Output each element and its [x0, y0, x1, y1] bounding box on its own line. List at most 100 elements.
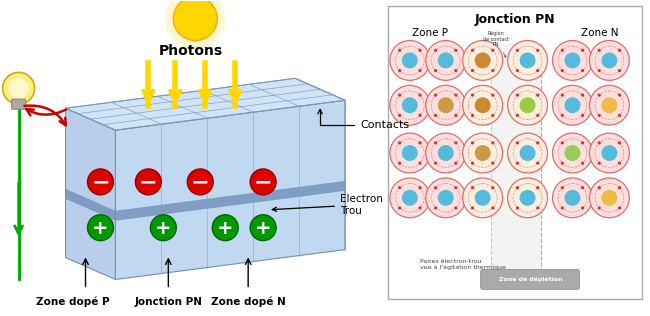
Circle shape — [561, 49, 564, 52]
Circle shape — [601, 97, 618, 113]
Circle shape — [581, 49, 584, 52]
Circle shape — [174, 0, 217, 40]
Polygon shape — [66, 189, 116, 221]
Circle shape — [419, 49, 422, 52]
Circle shape — [474, 52, 491, 68]
Text: Zone de déplétion: Zone de déplétion — [499, 277, 562, 282]
Circle shape — [561, 206, 564, 210]
Circle shape — [454, 186, 458, 189]
Circle shape — [471, 186, 474, 189]
Circle shape — [390, 133, 430, 173]
Circle shape — [552, 40, 592, 80]
Circle shape — [471, 206, 474, 210]
Circle shape — [471, 49, 474, 52]
Circle shape — [419, 186, 422, 189]
Circle shape — [552, 85, 592, 125]
Circle shape — [516, 114, 519, 117]
Circle shape — [402, 190, 418, 206]
Circle shape — [419, 114, 422, 117]
Circle shape — [471, 141, 474, 144]
Text: Electron
Trou: Electron Trou — [272, 194, 383, 216]
Circle shape — [390, 178, 430, 218]
Circle shape — [434, 69, 437, 72]
Circle shape — [419, 69, 422, 72]
Circle shape — [561, 69, 564, 72]
Circle shape — [398, 206, 401, 210]
Circle shape — [454, 114, 458, 117]
Circle shape — [491, 94, 495, 97]
Circle shape — [426, 85, 465, 125]
Polygon shape — [116, 100, 345, 279]
Circle shape — [519, 145, 536, 161]
Circle shape — [618, 114, 621, 117]
FancyBboxPatch shape — [480, 270, 579, 289]
Circle shape — [536, 114, 540, 117]
Circle shape — [491, 141, 495, 144]
Circle shape — [454, 161, 458, 165]
Circle shape — [437, 52, 454, 68]
FancyBboxPatch shape — [12, 99, 25, 109]
Circle shape — [590, 133, 629, 173]
Polygon shape — [66, 108, 116, 279]
Circle shape — [597, 206, 601, 210]
Circle shape — [516, 49, 519, 52]
Text: Paires électron-trou
vue à l'agitation thermique: Paires électron-trou vue à l'agitation t… — [420, 259, 506, 270]
Circle shape — [564, 52, 580, 68]
Circle shape — [434, 114, 437, 117]
Circle shape — [597, 49, 601, 52]
Circle shape — [618, 94, 621, 97]
Circle shape — [165, 0, 225, 48]
Text: Jonction PN: Jonction PN — [474, 13, 555, 26]
Circle shape — [463, 133, 502, 173]
Circle shape — [419, 141, 422, 144]
Polygon shape — [116, 181, 345, 221]
Circle shape — [491, 161, 495, 165]
Circle shape — [561, 186, 564, 189]
Circle shape — [536, 141, 540, 144]
Circle shape — [471, 69, 474, 72]
Circle shape — [581, 141, 584, 144]
Text: Zone P: Zone P — [412, 27, 448, 38]
Text: −: − — [91, 173, 110, 193]
Circle shape — [471, 114, 474, 117]
Circle shape — [474, 97, 491, 113]
Circle shape — [561, 141, 564, 144]
Circle shape — [398, 186, 401, 189]
Circle shape — [581, 161, 584, 165]
Circle shape — [601, 145, 618, 161]
Circle shape — [150, 215, 176, 241]
Circle shape — [516, 161, 519, 165]
Circle shape — [581, 69, 584, 72]
Circle shape — [536, 49, 540, 52]
Circle shape — [454, 49, 458, 52]
Circle shape — [516, 94, 519, 97]
Circle shape — [491, 186, 495, 189]
Circle shape — [552, 133, 592, 173]
Circle shape — [508, 40, 547, 80]
Circle shape — [519, 52, 536, 68]
Circle shape — [398, 69, 401, 72]
Circle shape — [463, 40, 502, 80]
Circle shape — [581, 206, 584, 210]
Text: Zone dopé N: Zone dopé N — [211, 297, 285, 307]
Circle shape — [398, 141, 401, 144]
Circle shape — [564, 190, 580, 206]
Circle shape — [581, 186, 584, 189]
Circle shape — [398, 161, 401, 165]
Circle shape — [536, 69, 540, 72]
Circle shape — [564, 145, 580, 161]
Circle shape — [516, 69, 519, 72]
Circle shape — [402, 145, 418, 161]
Circle shape — [454, 206, 458, 210]
Circle shape — [590, 40, 629, 80]
Circle shape — [508, 178, 547, 218]
Circle shape — [564, 97, 580, 113]
Circle shape — [474, 190, 491, 206]
Circle shape — [398, 49, 401, 52]
Text: +: + — [155, 219, 172, 238]
Circle shape — [508, 133, 547, 173]
Text: Contacts: Contacts — [318, 109, 409, 130]
Circle shape — [618, 141, 621, 144]
Circle shape — [597, 141, 601, 144]
Circle shape — [454, 94, 458, 97]
